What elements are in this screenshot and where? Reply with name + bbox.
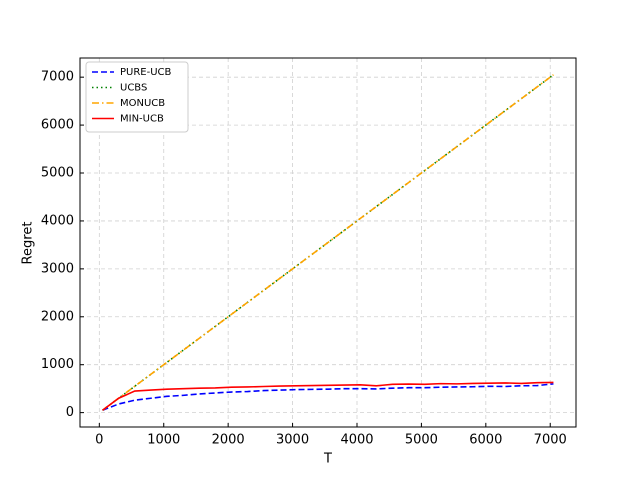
- x-axis-label: T: [323, 452, 332, 467]
- legend-box: [85, 61, 189, 133]
- x-tick-label: 0: [95, 433, 103, 448]
- legend: PURE-UCB UCBS MONUCB MIN-UCB: [85, 61, 189, 133]
- legend-label: MONUCB: [120, 98, 165, 109]
- x-tick-label: 4000: [340, 433, 373, 448]
- y-tick-label: 0: [66, 405, 74, 420]
- series-line: [102, 74, 554, 411]
- x-tick-label: 3000: [276, 433, 309, 448]
- x-tick-label: 7000: [534, 433, 567, 448]
- plot-frame: [79, 57, 577, 428]
- y-tick-label: 3000: [41, 261, 74, 276]
- legend-label: PURE-UCB: [120, 67, 172, 78]
- x-tick-label: 6000: [469, 433, 502, 448]
- y-tick-label: 2000: [41, 309, 74, 324]
- y-tick-label: 6000: [41, 118, 74, 133]
- y-tick-label: 4000: [41, 213, 74, 228]
- legend-label: MIN-UCB: [120, 114, 164, 125]
- x-tick-label: 1000: [147, 433, 180, 448]
- y-tick-label: 1000: [41, 357, 74, 372]
- y-tick-label: 5000: [41, 166, 74, 181]
- series-line: [102, 383, 554, 411]
- legend-label: UCBS: [120, 83, 147, 94]
- series-line: [102, 381, 554, 411]
- x-tick-label: 2000: [212, 433, 245, 448]
- y-axis-label: Regret: [21, 222, 36, 265]
- x-tick-label: 5000: [405, 433, 438, 448]
- y-tick-label: 7000: [41, 70, 74, 85]
